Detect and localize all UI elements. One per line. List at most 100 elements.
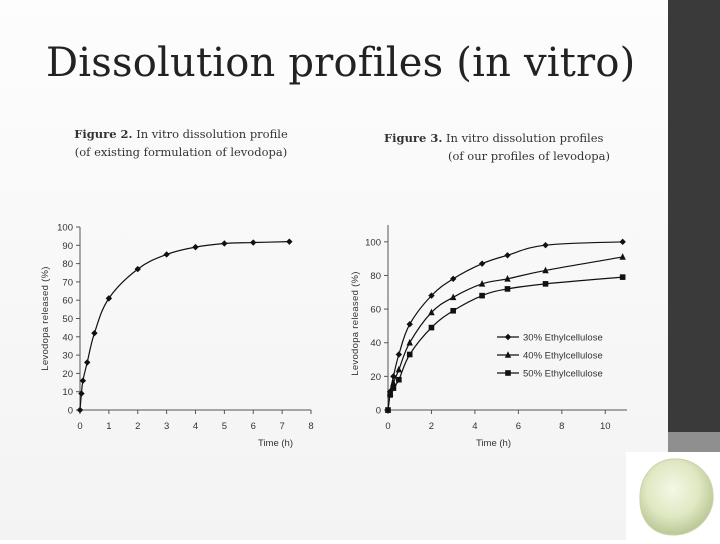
corner-panel — [626, 452, 720, 540]
y-tick-label: 10 — [62, 387, 73, 398]
slide-title: Dissolution profiles (in vitro) — [46, 40, 636, 86]
y-tick-label: 60 — [62, 296, 73, 307]
legend-entry: 30% Ethylcellulose — [523, 333, 603, 344]
data-point — [406, 321, 413, 328]
y-tick-label: 70 — [62, 277, 73, 288]
figure-3-title: In vitro dissolution profiles — [442, 131, 604, 145]
y-axis-label: Levodopa released (%) — [350, 271, 361, 376]
y-tick-label: 20 — [370, 372, 381, 383]
y-tick-label: 40 — [370, 338, 381, 349]
data-point — [478, 260, 486, 267]
data-point — [390, 385, 397, 391]
data-point — [76, 406, 84, 414]
data-point — [163, 251, 170, 258]
side-decor-accent — [668, 432, 720, 454]
y-tick-label: 60 — [370, 305, 381, 316]
figure-2-subtitle: (of existing formulation of levodopa) — [74, 145, 288, 159]
data-point — [428, 292, 435, 299]
data-point — [78, 390, 85, 397]
figure-2-title: In vitro dissolution profile — [132, 127, 288, 141]
y-tick-label: 100 — [57, 223, 73, 234]
x-tick-label: 0 — [77, 421, 82, 432]
data-point — [478, 280, 486, 287]
data-point — [91, 329, 98, 337]
y-tick-label: 80 — [62, 259, 73, 270]
legend-marker — [505, 370, 511, 376]
x-tick-label: 1 — [106, 421, 111, 432]
legend-entry: 40% Ethylcellulose — [523, 351, 603, 362]
data-point — [449, 275, 457, 283]
x-tick-label: 7 — [279, 421, 284, 432]
data-point — [542, 241, 549, 249]
figure-2-label: Figure 2. — [74, 127, 133, 141]
y-tick-label: 100 — [365, 237, 381, 248]
data-point — [286, 238, 293, 245]
x-tick-label: 2 — [135, 421, 140, 432]
data-point — [406, 338, 413, 346]
y-tick-label: 0 — [376, 406, 381, 417]
x-tick-label: 10 — [600, 421, 611, 432]
data-point — [192, 243, 199, 251]
figure-3-caption: Figure 3. In vitro dissolution profiles … — [384, 129, 610, 165]
tablet-image — [639, 458, 714, 536]
data-point — [542, 266, 549, 274]
slide-background — [0, 0, 668, 540]
data-point — [250, 239, 257, 246]
data-point — [428, 324, 435, 331]
data-point — [221, 240, 228, 247]
data-point — [395, 351, 403, 358]
figure-2-caption: Figure 2. In vitro dissolution profile (… — [72, 125, 290, 161]
data-point — [406, 351, 413, 358]
x-tick-label: 6 — [251, 421, 256, 432]
data-point — [84, 359, 91, 366]
data-point — [449, 293, 457, 301]
figure-3-subtitle: (of our profiles of levodopa) — [447, 149, 610, 163]
x-axis-label: Time (h) — [476, 438, 511, 449]
x-axis-label: Time (h) — [258, 438, 293, 449]
data-point — [504, 286, 511, 292]
data-point — [387, 392, 393, 398]
data-point — [390, 379, 397, 386]
y-tick-label: 90 — [62, 241, 73, 252]
data-point — [79, 377, 87, 384]
legend-marker — [504, 333, 512, 341]
data-point — [479, 292, 485, 299]
data-point — [428, 308, 435, 316]
x-tick-label: 8 — [308, 421, 313, 432]
series-line — [387, 241, 623, 411]
y-tick-label: 30 — [62, 351, 73, 362]
x-tick-label: 5 — [222, 421, 227, 432]
chart-figure-2: 0 10 20 30 40 50 60 70 80 90 100 0 1 2 3 4 5 6 7 8 Time (h) L… — [40, 223, 314, 450]
y-tick-label: 50 — [62, 314, 73, 325]
data-point — [134, 265, 141, 273]
data-point — [105, 295, 113, 302]
data-point — [504, 252, 511, 259]
y-axis-label: Levodopa released (%) — [40, 266, 51, 371]
x-tick-label: 0 — [385, 421, 390, 432]
data-point — [619, 238, 626, 246]
y-tick-label: 40 — [62, 332, 73, 343]
series-line — [387, 276, 623, 411]
y-tick-label: 0 — [68, 406, 73, 417]
y-tick-label: 20 — [62, 369, 73, 380]
figure-3-label: Figure 3. — [384, 131, 443, 145]
x-tick-label: 3 — [164, 421, 169, 432]
series-line — [79, 241, 290, 411]
data-point — [619, 253, 626, 260]
chart-figure-3: 0 20 40 60 80 100 0 2 4 6 8 10 Time (h) Levodopa rele… — [350, 225, 627, 449]
data-point — [619, 274, 626, 280]
data-point — [395, 365, 403, 373]
x-tick-label: 8 — [559, 421, 564, 432]
data-point — [542, 281, 549, 287]
x-tick-label: 2 — [429, 421, 434, 432]
data-point — [385, 407, 391, 413]
data-point — [396, 376, 402, 383]
legend-marker — [504, 351, 512, 358]
x-tick-label: 6 — [516, 421, 521, 432]
data-point — [450, 307, 456, 314]
y-tick-label: 80 — [370, 271, 381, 282]
x-tick-label: 4 — [193, 421, 198, 432]
data-point — [504, 275, 511, 282]
x-tick-label: 4 — [472, 421, 477, 432]
